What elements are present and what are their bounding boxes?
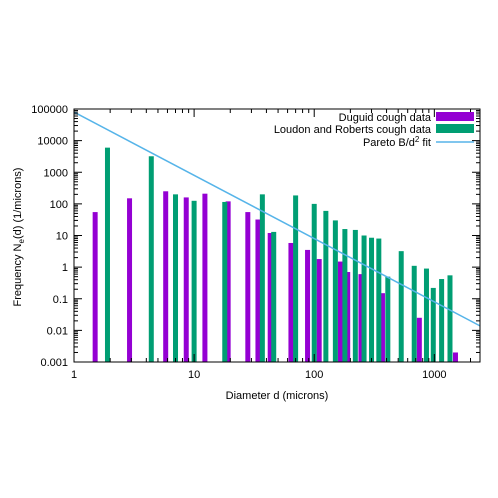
bar-s0-6 xyxy=(245,212,251,362)
legend-label-fit: Pareto B/d2 fit xyxy=(363,135,431,149)
legend-swatch-1 xyxy=(436,124,474,133)
x-tick-label: 100 xyxy=(305,369,323,381)
bar-s1-20 xyxy=(430,287,436,362)
y-tick-label: 100 xyxy=(50,199,68,211)
y-tick-label: 0.01 xyxy=(47,325,68,337)
x-tick-label: 10 xyxy=(188,369,200,381)
bar-s0-7 xyxy=(255,219,261,362)
bar-s1-4 xyxy=(222,201,228,362)
legend-swatch-0 xyxy=(436,112,474,121)
bar-s1-17 xyxy=(398,251,404,362)
y-axis-label-sub: e xyxy=(17,238,26,243)
y-axis-label: Frequency Ne(d) (1/microns) xyxy=(12,168,26,307)
bar-s1-14 xyxy=(369,237,375,362)
legend-label-1: Loudon and Roberts cough data xyxy=(274,124,432,136)
legend-label-0: Duguid cough data xyxy=(339,112,432,124)
bar-s0-12 xyxy=(337,261,343,362)
ticks: 1 10 100 1000 0.001 0.01 0.1 1 10 100 1000 10000 100… xyxy=(31,104,480,381)
y-axis-label-rest: (d) (1/microns) xyxy=(12,168,24,240)
bar-s1-21 xyxy=(439,279,445,362)
bar-s1-11 xyxy=(342,229,348,362)
bar-s0-5 xyxy=(225,201,231,362)
bar-s1-7 xyxy=(293,195,299,362)
bar-s1-5 xyxy=(259,194,265,362)
y-axis-label-main: Frequency N xyxy=(12,243,24,306)
bar-s1-22 xyxy=(447,275,453,362)
bar-s0-13 xyxy=(345,272,351,362)
pareto-fit-line xyxy=(73,111,481,327)
y-tick-label: 1000 xyxy=(44,167,68,179)
bar-s1-2 xyxy=(173,194,179,362)
bar-s0-17 xyxy=(452,352,458,362)
y-tick-label: 0.001 xyxy=(40,357,68,369)
x-tick-label: 1 xyxy=(71,369,77,381)
bar-s0-3 xyxy=(183,197,189,362)
bar-s1-15 xyxy=(376,238,382,362)
x-axis-label: Diameter d (microns) xyxy=(226,390,329,402)
bar-s0-15 xyxy=(379,293,385,362)
bar-s0-14 xyxy=(358,274,364,362)
bar-s0-4 xyxy=(202,193,208,362)
bar-s1-9 xyxy=(323,210,329,362)
y-tick-label: 100000 xyxy=(31,104,68,116)
bar-s0-10 xyxy=(305,249,311,362)
bar-s0-8 xyxy=(267,233,273,362)
y-tick-label: 10000 xyxy=(37,136,68,148)
bar-s1-13 xyxy=(361,235,367,362)
y-tick-label: 10 xyxy=(56,231,68,243)
bars xyxy=(92,147,458,363)
bar-s1-3 xyxy=(191,200,197,362)
bar-s1-8 xyxy=(311,203,317,363)
bar-s0-16 xyxy=(416,317,422,362)
bar-s1-0 xyxy=(104,147,110,362)
bar-s1-6 xyxy=(271,231,277,362)
fit-line-group xyxy=(73,111,481,327)
bar-s1-10 xyxy=(332,220,338,362)
bar-s1-16 xyxy=(385,276,391,362)
y-tick-label: 1 xyxy=(62,262,68,274)
bar-s0-0 xyxy=(92,212,98,362)
bar-s1-1 xyxy=(148,156,154,362)
y-tick-label: 0.1 xyxy=(53,294,68,306)
bar-s0-1 xyxy=(127,198,133,362)
bar-s0-2 xyxy=(163,191,169,362)
bar-s0-9 xyxy=(288,242,294,362)
x-tick-label: 1000 xyxy=(422,369,446,381)
bar-s1-12 xyxy=(352,229,358,362)
bar-s1-18 xyxy=(411,265,417,362)
bar-s0-11 xyxy=(316,259,322,362)
bar-s1-19 xyxy=(423,268,429,362)
